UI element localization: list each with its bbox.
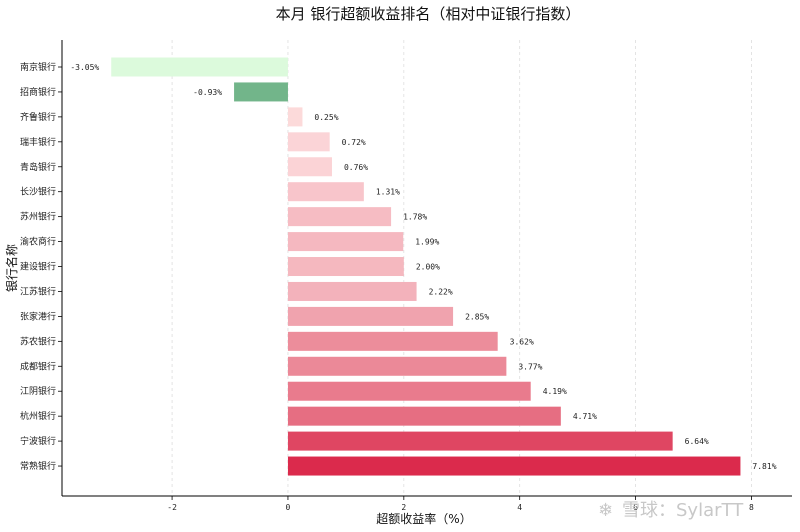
bar [287, 406, 561, 426]
data-label: -3.05% [70, 63, 99, 72]
data-label: 4.71% [573, 412, 597, 421]
category-label: 长沙银行 [20, 186, 56, 198]
category-label: 南京银行 [20, 61, 56, 73]
watermark: ❄ 雪球：SylarTT [598, 500, 744, 521]
x-tick-label: 4 [517, 503, 522, 512]
data-label: 7.81% [752, 462, 776, 471]
snowball-logo-icon: ❄ [598, 500, 613, 521]
category-label: 招商银行 [20, 86, 56, 98]
bar [287, 182, 364, 202]
category-label: 宁波银行 [20, 435, 56, 447]
bar [287, 456, 741, 476]
chart-title: 本月 银行超额收益排名（相对中证银行指数） [276, 5, 581, 23]
bar [287, 431, 673, 451]
data-label: 3.62% [510, 337, 534, 346]
data-label: 4.19% [543, 387, 567, 396]
category-label: 苏州银行 [20, 211, 56, 223]
x-axis-label: 超额收益率（%） [376, 511, 471, 526]
data-label: 0.72% [342, 138, 366, 147]
category-label: 江苏银行 [20, 285, 56, 297]
bar [287, 107, 303, 127]
x-tick-label: 6 [633, 503, 638, 512]
watermark-text: 雪球：SylarTT [622, 500, 744, 521]
bar [287, 132, 330, 152]
x-tick-labels: -2 0 2 4 6 8 [167, 496, 754, 512]
category-label: 渝农商行 [20, 236, 56, 248]
bar [287, 306, 454, 326]
data-label: 1.31% [376, 188, 400, 197]
data-label: 3.77% [518, 362, 542, 371]
data-label: 2.85% [465, 312, 489, 321]
bar [287, 257, 404, 277]
bar [111, 57, 288, 77]
category-label: 建设银行 [20, 261, 56, 273]
data-label: 1.99% [415, 238, 439, 247]
category-label: 常熟银行 [20, 460, 56, 472]
category-label: 成都银行 [20, 360, 56, 372]
bar [287, 232, 404, 252]
category-label: 齐鲁银行 [20, 111, 56, 123]
data-label: 2.22% [429, 287, 453, 296]
bars [111, 57, 741, 476]
category-label: 瑞丰银行 [20, 136, 56, 148]
data-label: 6.64% [685, 437, 709, 446]
x-tick-label: 0 [286, 503, 291, 512]
bar [287, 331, 498, 351]
data-label: -0.93% [193, 88, 222, 97]
category-label: 杭州银行 [20, 410, 56, 422]
data-label: 0.76% [344, 163, 368, 172]
data-label: 0.25% [314, 113, 338, 122]
data-label: 2.00% [416, 263, 440, 272]
category-label: 江阴银行 [20, 385, 56, 397]
x-tick-label: -2 [167, 503, 177, 512]
bar [287, 207, 392, 227]
category-label: 青岛银行 [20, 161, 56, 173]
bar [234, 82, 288, 102]
bar [287, 281, 417, 301]
y-tick-labels: 南京银行招商银行齐鲁银行瑞丰银行青岛银行长沙银行苏州银行渝农商行建设银行江苏银行… [20, 61, 62, 472]
bar [287, 157, 332, 177]
y-axis-label: 银行名称 [4, 244, 19, 292]
bar [287, 356, 507, 376]
axes [61, 40, 792, 497]
category-label: 张家港行 [20, 310, 56, 322]
bar [287, 381, 531, 401]
category-label: 苏农银行 [20, 335, 56, 347]
x-tick-label: 8 [749, 503, 754, 512]
grid-lines [171, 40, 752, 496]
data-label: 1.78% [403, 213, 427, 222]
data-labels: -3.05% -0.93% 0.25% 0.72% 0.76% 1.31% 1.78% 1.9… [70, 63, 776, 471]
x-tick-label: 2 [401, 503, 406, 512]
